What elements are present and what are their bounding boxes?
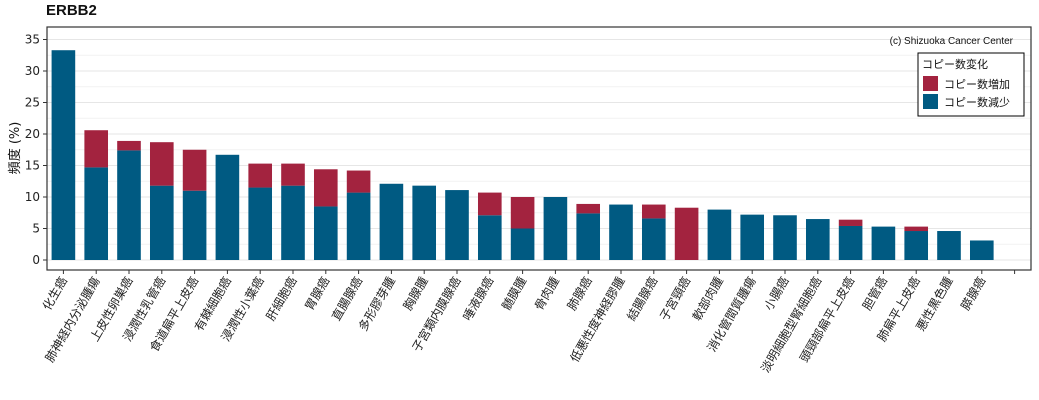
x-tick-label: 肺腺癌: [564, 274, 595, 313]
x-tick-label: 胆管癌: [859, 274, 890, 313]
bar-loss: [641, 218, 666, 260]
plot-border: [46, 26, 1032, 271]
bar-gain: [576, 203, 601, 214]
x-tick-label: 唾液腺癌: [459, 274, 496, 323]
bar-loss: [84, 167, 109, 260]
bar-loss: [576, 213, 601, 260]
bar-loss: [543, 197, 568, 260]
bar-loss: [445, 190, 469, 260]
bar-loss: [346, 192, 371, 260]
x-tick-label: 結腸腺癌: [623, 274, 660, 323]
bar-loss: [215, 154, 240, 260]
y-tick-label: 10: [25, 190, 40, 204]
legend-swatch-loss: [923, 94, 938, 109]
x-tick-label: 髄膜腫: [498, 274, 529, 313]
bar-gain: [84, 130, 109, 168]
y-axis-title: 頻度 (%): [7, 122, 23, 175]
bar-loss: [707, 209, 732, 260]
legend-label-loss: コピー数減少: [944, 95, 1010, 109]
legend: コピー数変化 コピー数増加 コピー数減少: [917, 52, 1025, 117]
credit-text: (c) Shizuoka Cancer Center: [890, 36, 1014, 47]
bar-gain: [248, 163, 273, 188]
bar-loss: [871, 226, 896, 260]
bar-loss: [805, 219, 830, 260]
y-tick-label: 20: [25, 127, 40, 141]
legend-swatch-gain: [923, 76, 938, 91]
x-tick-label: 肝細胞癌: [263, 274, 300, 323]
grid-layer: [47, 39, 1031, 261]
bar-loss: [182, 190, 207, 260]
bar-loss: [51, 50, 76, 261]
bar-loss: [477, 215, 502, 260]
x-tick-label: 膵腺癌: [957, 274, 988, 313]
x-tick-label: 骨肉腫: [532, 275, 562, 313]
bar-gain: [117, 140, 141, 151]
y-tick-label: 25: [25, 96, 40, 110]
bar-gain: [674, 207, 699, 260]
bar-loss: [149, 185, 174, 260]
bar-loss: [248, 187, 273, 260]
bar-loss: [937, 231, 961, 260]
x-tick-label: 子宮頸癌: [656, 274, 693, 323]
x-tick-label: 胸腺腫: [400, 274, 431, 313]
x-tick-label: 淡明細胞型腎細胞癌: [757, 274, 824, 375]
bar-loss: [281, 185, 305, 260]
bar-gain: [838, 219, 863, 226]
bar-loss: [969, 240, 994, 260]
chart-title: ERBB2: [46, 2, 97, 19]
bars-layer: [51, 50, 994, 261]
bar-loss: [773, 215, 797, 260]
y-tick-label: 15: [25, 159, 40, 173]
bar-gain: [313, 169, 338, 207]
bar-gain: [904, 226, 929, 232]
bar-gain: [281, 163, 305, 186]
x-tick-label: 小腸癌: [761, 274, 792, 313]
bar-loss: [904, 231, 929, 260]
x-tick-label: 直腸腺癌: [328, 274, 365, 323]
bar-gain: [641, 204, 666, 219]
bar-loss: [313, 206, 338, 260]
bar-loss: [379, 183, 404, 260]
y-tick-label: 30: [25, 64, 40, 78]
bar-loss: [740, 214, 765, 260]
y-tick-label: 35: [25, 33, 40, 47]
x-tick-label: 胃腺癌: [301, 274, 332, 313]
bar-loss: [412, 185, 437, 260]
y-tick-label: 5: [32, 222, 40, 236]
bar-gain: [182, 149, 207, 191]
bar-gain: [346, 170, 371, 193]
x-tick-label: 化生癌: [39, 274, 70, 313]
bar-gain: [149, 142, 174, 186]
bar-loss: [609, 204, 633, 260]
x-tick-label: 軟部肉腫: [689, 274, 726, 323]
legend-title: コピー数変化: [922, 57, 988, 71]
legend-label-gain: コピー数増加: [944, 78, 1010, 91]
bar-loss: [838, 225, 863, 260]
bar-loss: [510, 228, 535, 260]
bar-gain: [510, 197, 535, 229]
y-tick-label: 0: [32, 253, 40, 267]
bar-loss: [117, 150, 141, 260]
bar-gain: [477, 192, 502, 216]
